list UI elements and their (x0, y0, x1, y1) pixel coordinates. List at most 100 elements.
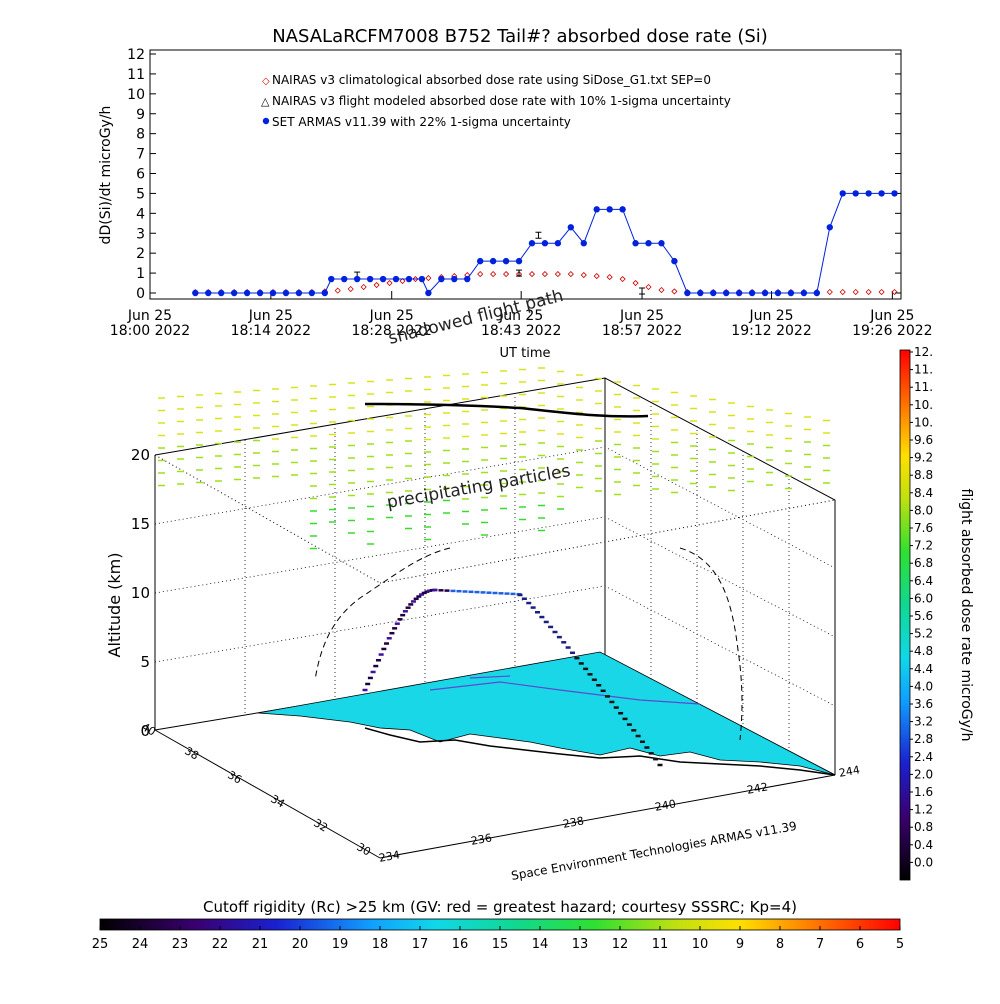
series-climatological-point (541, 271, 548, 278)
series-armas-point (418, 275, 426, 283)
series-climatological-point (645, 283, 652, 291)
series-climatological-point (360, 283, 367, 291)
dose-colorbar-tick-label: 1.6 (914, 785, 933, 799)
series-armas-point (761, 289, 769, 297)
series-armas-point (813, 289, 821, 297)
cutoff-rigidity-tick-label: 24 (132, 937, 149, 952)
longitude-tick-label: 240 (654, 797, 677, 813)
timeseries-x-tick-label-time: 19:12 2022 (731, 323, 811, 339)
cutoff-rigidity-tick-label: 19 (332, 937, 349, 952)
timeseries-y-axis-label: dD(Si)/dt microGy/h (98, 106, 114, 245)
flight-path-3d (362, 588, 663, 767)
series-climatological-point (490, 271, 497, 278)
timeseries-x-tick-label-time: 18:14 2022 (231, 323, 311, 339)
series-armas-point (774, 289, 782, 297)
cutoff-rigidity-tick-label: 6 (856, 937, 864, 952)
series-armas-point (632, 240, 639, 247)
series-armas-point (192, 289, 199, 297)
cutoff-rigidity-tick-label: 17 (412, 937, 429, 952)
longitude-tick-label: 244 (838, 763, 861, 779)
series-climatological-point (567, 271, 574, 278)
series-armas-point (671, 257, 678, 265)
timeseries-x-tick-label-time: 18:57 2022 (602, 323, 682, 339)
longitude-tick-label: 236 (470, 831, 493, 847)
cutoff-rigidity-tick-label: 8 (776, 937, 784, 952)
timeseries-y-tick-label: 3 (136, 226, 145, 242)
chart-title: NASALaRCFM7008 B752 Tail#? absorbed dose… (272, 26, 768, 47)
cutoff-rigidity-tick-label: 21 (252, 937, 269, 952)
series-armas-point (295, 289, 303, 297)
altitude-tick-label: 20 (131, 446, 150, 464)
cutoff-rigidity-tick-label: 20 (292, 937, 309, 952)
dose-colorbar-tick-label: 10. (914, 398, 933, 412)
timeseries-x-tick-label-time: 18:00 2022 (110, 323, 190, 339)
timeseries-x-tick-label-time: 18:28 2022 (351, 323, 431, 339)
timeseries-x-tick-label-time: 18:43 2022 (481, 323, 561, 339)
series-armas-point (243, 289, 251, 297)
series-armas-point (425, 289, 432, 297)
latitude-tick-label: 36 (225, 768, 244, 786)
timeseries-y-tick-label: 11 (127, 67, 145, 83)
series-armas-point (580, 240, 587, 247)
cutoff-rigidity-tick-label: 9 (736, 937, 744, 952)
series-armas-point (891, 190, 898, 197)
dose-colorbar-tick-label: 0.8 (914, 820, 933, 834)
dose-colorbar-tick-label: 9.6 (914, 433, 933, 447)
longitude-tick-label: 242 (746, 780, 769, 796)
series-climatological-point (334, 287, 341, 294)
timeseries-y-tick-label: 2 (136, 246, 145, 262)
cutoff-rigidity-tick-label: 10 (692, 937, 709, 952)
series-armas-point (684, 289, 691, 297)
series-armas-point (839, 190, 846, 197)
altitude-tick-label: 5 (140, 653, 150, 671)
series-climatological-point (580, 272, 587, 279)
series-armas-point (405, 275, 413, 283)
altitude-grid (154, 393, 836, 751)
dose-colorbar-tick-label: 0.4 (914, 838, 933, 852)
coastline (364, 727, 836, 776)
dose-colorbar-tick-label: 7.2 (914, 539, 933, 553)
dose-colorbar-tick-label: 4.8 (914, 644, 933, 658)
series-armas-point (218, 289, 225, 297)
dose-colorbar-tick-label: 6.0 (914, 591, 933, 605)
cutoff-rigidity-tick-label: 11 (652, 937, 669, 952)
cutoff-rigidity-title: Cutoff rigidity (Rc) >25 km (GV: red = g… (203, 898, 797, 916)
series-climatological-point (373, 281, 380, 289)
timeseries-x-tick-label-date: Jun 25 (748, 308, 793, 324)
cutoff-rigidity-tick-label: 7 (816, 937, 824, 952)
longitude-ticks: 234 236 238 240 242 244 (378, 763, 861, 864)
series-armas-point (567, 224, 575, 231)
timeseries-x-tick-label-date: Jun 25 (248, 308, 293, 324)
dose-colorbar-tick-label: 6.8 (914, 556, 933, 570)
timeseries-panel: NASALaRCFM7008 B752 Tail#? absorbed dose… (98, 26, 933, 361)
label-armas-credit: Space Environment Technologies ARMAS v11… (510, 819, 798, 883)
altitude-tick-label: 10 (131, 584, 150, 602)
series-armas-point (515, 257, 523, 265)
dose-colorbar-tick-label: 11. (914, 363, 933, 377)
series-armas-point (328, 275, 335, 283)
series-armas-point (865, 190, 872, 197)
timeseries-x-tick-label-date: Jun 25 (369, 308, 414, 324)
timeseries-y-tick-label: 0 (136, 286, 145, 302)
dose-colorbar-tick-label: 2.4 (914, 750, 933, 764)
dose-colorbar-tick-label: 11. (914, 380, 933, 394)
timeseries-y-tick-label: 8 (136, 127, 145, 143)
dose-colorbar-tick-label: 10. (914, 415, 933, 429)
series-armas-point (528, 240, 536, 247)
series-armas-point (282, 289, 290, 297)
series-climatological-point (839, 288, 846, 296)
latitude-tick-label: 40 (139, 720, 158, 738)
dose-colorbar-tick-label: 5.6 (914, 609, 933, 623)
dose-colorbar-tick-label: 4.4 (914, 662, 933, 676)
timeseries-x-tick-label-date: Jun 25 (498, 308, 543, 324)
dose-colorbar-tick-label: 12. (914, 345, 933, 359)
latitude-tick-label: 34 (268, 792, 287, 810)
timeseries-y-tick-label: 1 (136, 266, 145, 282)
dose-colorbar-tick-label: 8.0 (914, 503, 933, 517)
timeseries-y-tick-label: 9 (136, 107, 145, 123)
series-climatological-point (528, 271, 536, 278)
series-climatological-point (658, 286, 665, 294)
series-armas-point (269, 289, 277, 297)
series-climatological-point (554, 271, 561, 278)
